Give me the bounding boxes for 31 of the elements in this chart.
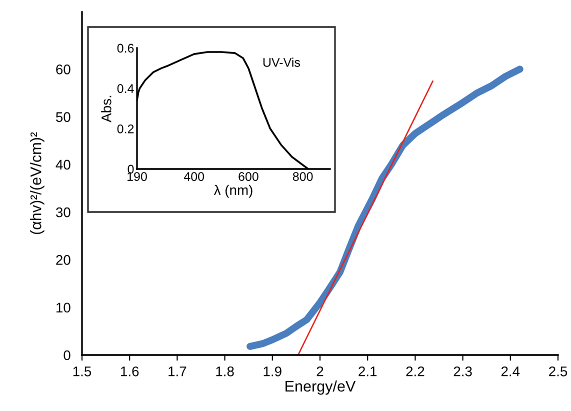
x-tick-label: 190: [128, 172, 147, 181]
x-tick-label: 2.4: [501, 366, 520, 376]
x-tick-label: 2.2: [406, 366, 424, 376]
x-tick-label: 2.5: [549, 366, 568, 376]
y-tick-label: 50: [56, 112, 70, 122]
x-tick-label: 1.5: [73, 366, 92, 376]
y-tick-label: 30: [56, 207, 70, 218]
x-tick-label: 1.7: [168, 366, 186, 376]
x-tick-label: 800: [292, 172, 313, 181]
y-tick-label: 0.2: [117, 124, 134, 134]
annotation: UV-Vis: [263, 58, 300, 67]
x-tick-label: 2.3: [454, 366, 472, 376]
x-tick-label: 600: [238, 172, 258, 181]
x-axis-title: Energy/eV: [286, 380, 356, 395]
x-tick-label: 1.9: [264, 366, 282, 376]
x-axis-title: λ (nm): [214, 184, 252, 198]
y-tick-label: 10: [56, 302, 70, 313]
y-tick-label: 40: [56, 160, 70, 170]
x-tick-label: 2: [316, 366, 324, 376]
y-tick-label: 0: [64, 350, 70, 360]
y-tick-label: 0: [128, 164, 134, 174]
y-tick-label: 60: [56, 64, 70, 74]
x-tick-label: 400: [184, 172, 204, 181]
x-tick-label: 1.6: [121, 366, 139, 376]
y-axis-title: (αhv)²/(eV/cm)²: [30, 132, 44, 234]
y-tick-label: 20: [56, 255, 70, 265]
x-tick-label: 2.1: [358, 366, 377, 376]
x-tick-label: 1.8: [216, 366, 234, 376]
y-tick-label: 0.6: [117, 44, 134, 53]
y-axis-title: Abs.: [101, 96, 112, 122]
y-tick-label: 0.4: [117, 84, 134, 93]
